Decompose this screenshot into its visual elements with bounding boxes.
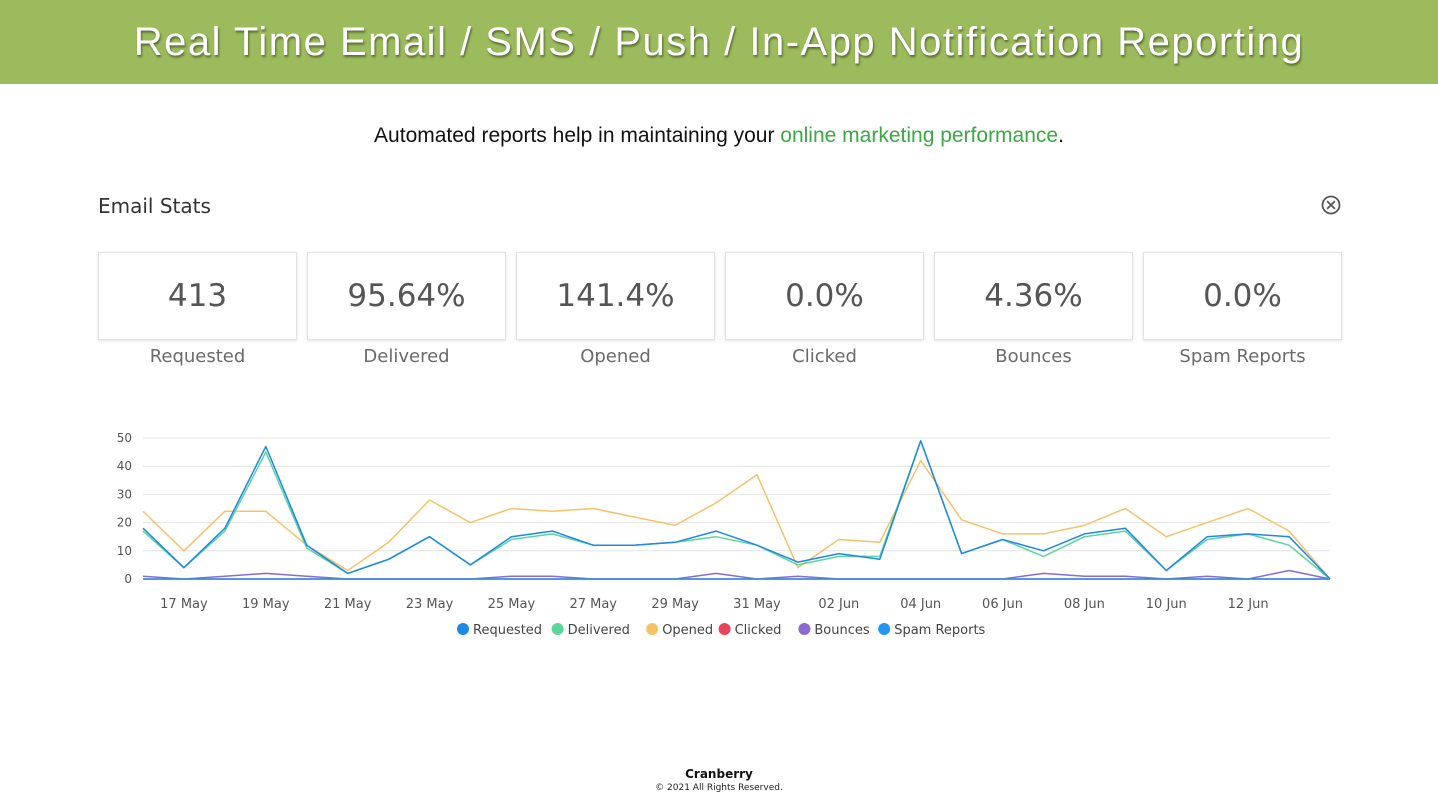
legend-label: Opened	[662, 623, 713, 638]
chart-series	[142, 440, 1331, 580]
series-line-requested	[142, 440, 1331, 580]
legend-swatch	[551, 623, 564, 635]
stat-label-clicked: Clicked	[792, 346, 857, 367]
y-tick-label: 30	[117, 487, 132, 501]
x-tick-label: 04 Jun	[900, 597, 941, 612]
stat-label-delivered: Delivered	[363, 346, 450, 367]
legend-swatch	[718, 623, 731, 635]
x-tick-label: 17 May	[160, 597, 208, 612]
email-stats-title: Email Stats	[98, 194, 211, 218]
stat-card-spam-reports: 0.0%	[1143, 252, 1342, 340]
subtitle-text: Automated reports help in maintaining yo…	[374, 124, 781, 147]
y-tick-label: 50	[117, 431, 132, 445]
stat-value-requested: 413	[167, 278, 228, 314]
stat-label-spam-reports: Spam Reports	[1179, 346, 1306, 367]
legend-swatch	[798, 623, 811, 635]
stat-value-clicked: 0.0%	[785, 278, 864, 314]
stat-label-opened: Opened	[580, 346, 651, 367]
stat-value-bounces: 4.36%	[984, 278, 1083, 314]
x-tick-label: 08 Jun	[1064, 597, 1105, 612]
x-tick-label: 23 May	[406, 597, 454, 612]
legend-item-requested[interactable]: Requested	[457, 623, 542, 638]
y-tick-label: 40	[117, 459, 132, 473]
series-line-opened	[142, 459, 1331, 580]
stat-card-opened: 141.4%	[516, 252, 715, 340]
x-tick-label: 06 Jun	[982, 597, 1023, 612]
stat-card-clicked: 0.0%	[725, 252, 924, 340]
legend-item-delivered[interactable]: Delivered	[551, 623, 630, 638]
x-tick-label: 10 Jun	[1146, 597, 1187, 612]
stat-label-requested: Requested	[149, 346, 246, 367]
stat-value-spam-reports: 0.0%	[1203, 278, 1282, 314]
close-circle-icon	[1321, 195, 1341, 215]
legend-item-bounces[interactable]: Bounces	[798, 623, 870, 638]
x-tick-label: 21 May	[324, 597, 372, 612]
stat-card-requested: 413	[98, 252, 297, 340]
header-banner: Real Time Email / SMS / Push / In-App No…	[0, 0, 1438, 84]
x-tick-label: 25 May	[488, 597, 536, 612]
chart-grid	[143, 437, 1330, 580]
stat-value-opened: 141.4%	[556, 278, 675, 314]
legend-label: Requested	[473, 623, 542, 638]
legend-label: Bounces	[814, 623, 869, 638]
legend-item-clicked[interactable]: Clicked	[718, 623, 782, 638]
series-line-bounces	[142, 569, 1331, 580]
y-tick-label: 20	[117, 516, 132, 530]
legend-swatch	[457, 623, 469, 635]
x-tick-label: 27 May	[569, 597, 617, 612]
series-line-delivered	[142, 440, 1331, 580]
y-tick-label: 10	[117, 544, 132, 558]
chart-legend: Requested Delivered Opened Clicked Bounces Sp…	[457, 623, 986, 638]
subtitle-period: .	[1058, 124, 1064, 147]
legend-label: Spam Reports	[894, 623, 985, 638]
legend-item-opened[interactable]: Opened	[646, 623, 713, 638]
legend-label: Delivered	[568, 623, 630, 638]
x-tick-label: 19 May	[242, 597, 290, 612]
stat-value-delivered: 95.64%	[347, 278, 466, 314]
page-subtitle: Automated reports help in maintaining yo…	[0, 124, 1438, 148]
footer-brand-logo: Cranberry	[685, 767, 753, 781]
page-title: Real Time Email / SMS / Push / In-App No…	[133, 19, 1305, 64]
subtitle-highlight-link[interactable]: online marketing performance	[780, 124, 1059, 147]
y-axis: 0 10 20 30 40 50	[117, 431, 132, 586]
x-tick-label: 31 May	[733, 597, 781, 612]
legend-item-spam-reports[interactable]: Spam Reports	[878, 623, 986, 638]
legend-swatch	[646, 623, 659, 635]
close-panel-button[interactable]	[1321, 195, 1341, 215]
legend-swatch	[878, 623, 891, 635]
stat-card-bounces: 4.36%	[934, 252, 1133, 340]
stat-label-bounces: Bounces	[995, 346, 1072, 367]
x-tick-label: 29 May	[651, 597, 699, 612]
x-axis: 17 May 19 May 21 May 23 May 25 May 27 May 29 M…	[160, 597, 1268, 612]
y-tick-label: 0	[124, 572, 132, 586]
stat-card-delivered: 95.64%	[307, 252, 506, 340]
footer-copyright: © 2021 All Rights Reserved.	[655, 783, 783, 793]
x-tick-label: 02 Jun	[818, 597, 859, 612]
x-tick-label: 12 Jun	[1228, 597, 1269, 612]
legend-label: Clicked	[735, 623, 782, 638]
